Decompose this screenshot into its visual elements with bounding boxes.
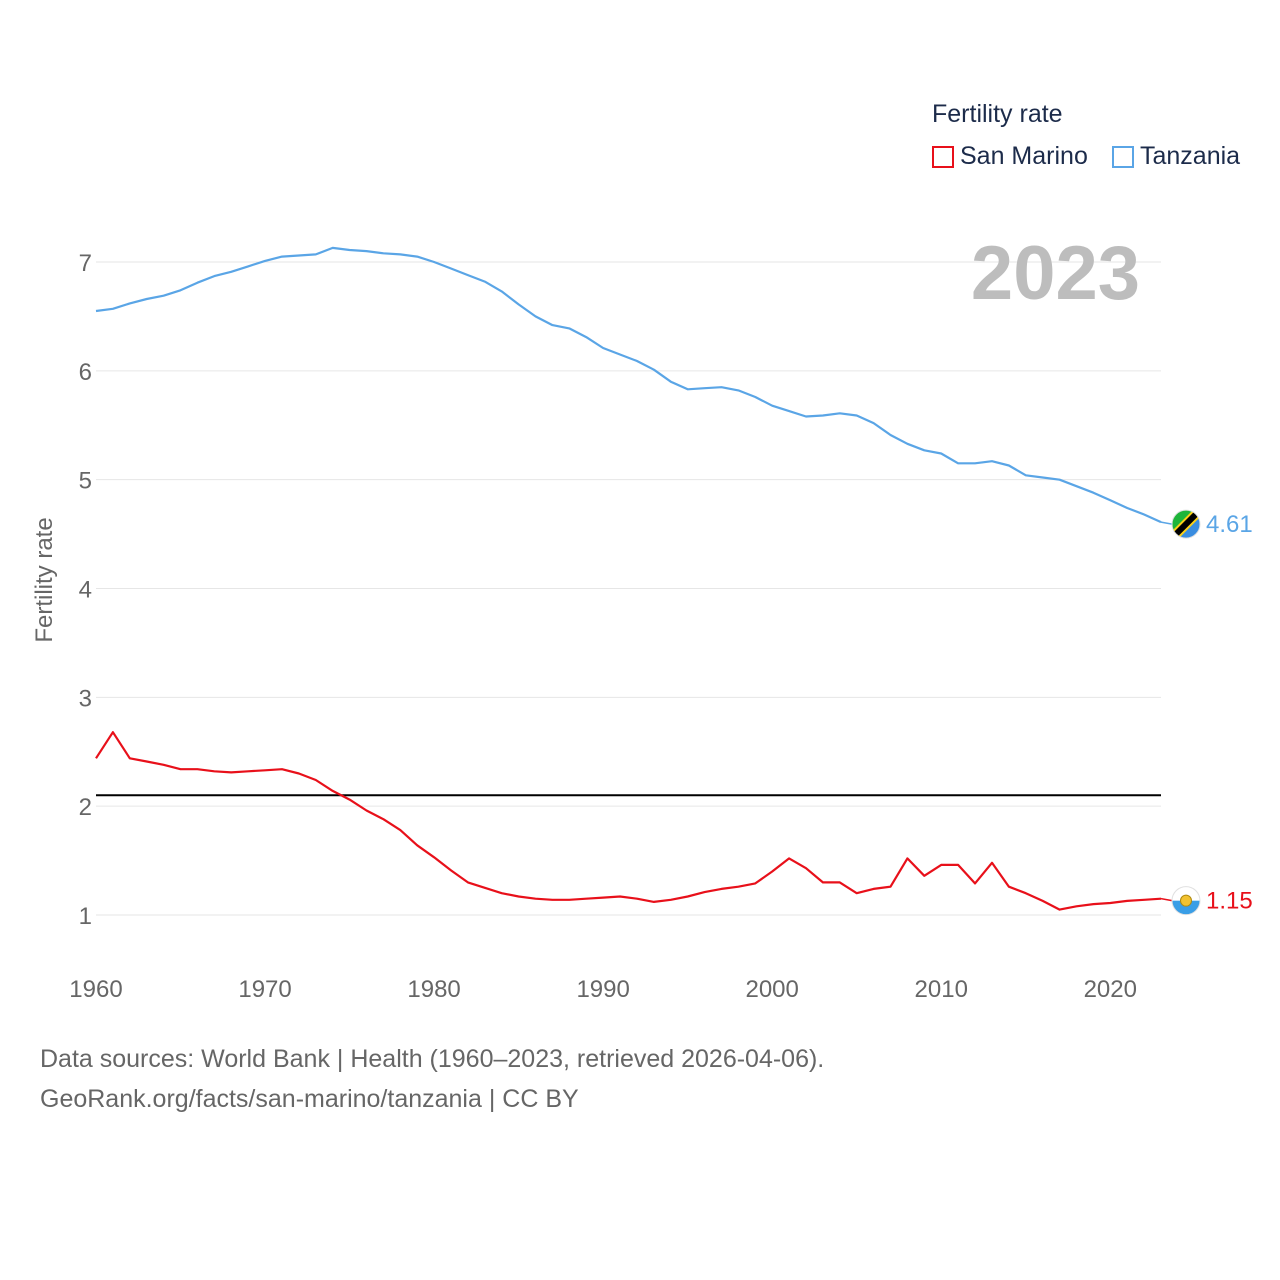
end-value-san-marino: 1.15: [1206, 888, 1253, 915]
san-marino-flag-icon: [1171, 886, 1201, 916]
legend-label-tanzania: Tanzania: [1140, 142, 1241, 170]
x-tick-label-1970: 1970: [238, 976, 291, 1003]
y-tick-label-1: 1: [79, 903, 92, 930]
gridlines: [96, 261, 1161, 916]
x-tick-label-2000: 2000: [745, 976, 798, 1003]
legend-swatch-san-marino: [932, 145, 954, 168]
x-tick-label-1960: 1960: [69, 976, 122, 1003]
end-value-tanzania: 4.61: [1206, 511, 1253, 538]
y-tick-label-3: 3: [79, 685, 92, 712]
y-tick-labels: 1 2 3 4 5 6 7: [79, 250, 92, 930]
x-tick-label-2010: 2010: [915, 976, 968, 1003]
series-endpoints: 4.61 1.15: [1160, 509, 1253, 916]
legend-item-san-marino[interactable]: San Marino: [932, 142, 1088, 171]
x-tick-label-1980: 1980: [407, 976, 460, 1003]
x-tick-label-1990: 1990: [576, 976, 629, 1003]
connector-san-marino: [1160, 897, 1173, 902]
y-tick-label-4: 4: [79, 577, 92, 604]
legend-swatch-tanzania: [1112, 145, 1134, 168]
year-label: 2023: [971, 231, 1140, 316]
legend-label-san-marino: San Marino: [960, 142, 1088, 170]
y-tick-label-7: 7: [79, 250, 92, 277]
series-line-tanzania: [95, 246, 1162, 524]
legend-title: Fertility rate: [932, 100, 1063, 128]
tanzania-flag-icon: [1171, 509, 1201, 539]
legend-item-tanzania[interactable]: Tanzania: [1112, 142, 1240, 171]
x-tick-label-2020: 2020: [1084, 976, 1137, 1003]
y-tick-label-5: 5: [79, 468, 92, 495]
series-line-san-marino: [95, 731, 1162, 911]
source-line-2[interactable]: GeoRank.org/facts/san-marino/tanzania | …: [40, 1085, 579, 1113]
y-tick-label-6: 6: [79, 359, 92, 386]
source-line-1: Data sources: World Bank | Health (1960–…: [40, 1045, 825, 1073]
x-tick-labels: 1960 1970 1980 1990 2000 2010 2020: [69, 976, 1137, 1003]
series-lines: [95, 246, 1162, 911]
connector-tanzania: [1160, 521, 1173, 525]
y-axis-title: Fertility rate: [31, 517, 58, 642]
y-tick-label-2: 2: [79, 794, 92, 821]
